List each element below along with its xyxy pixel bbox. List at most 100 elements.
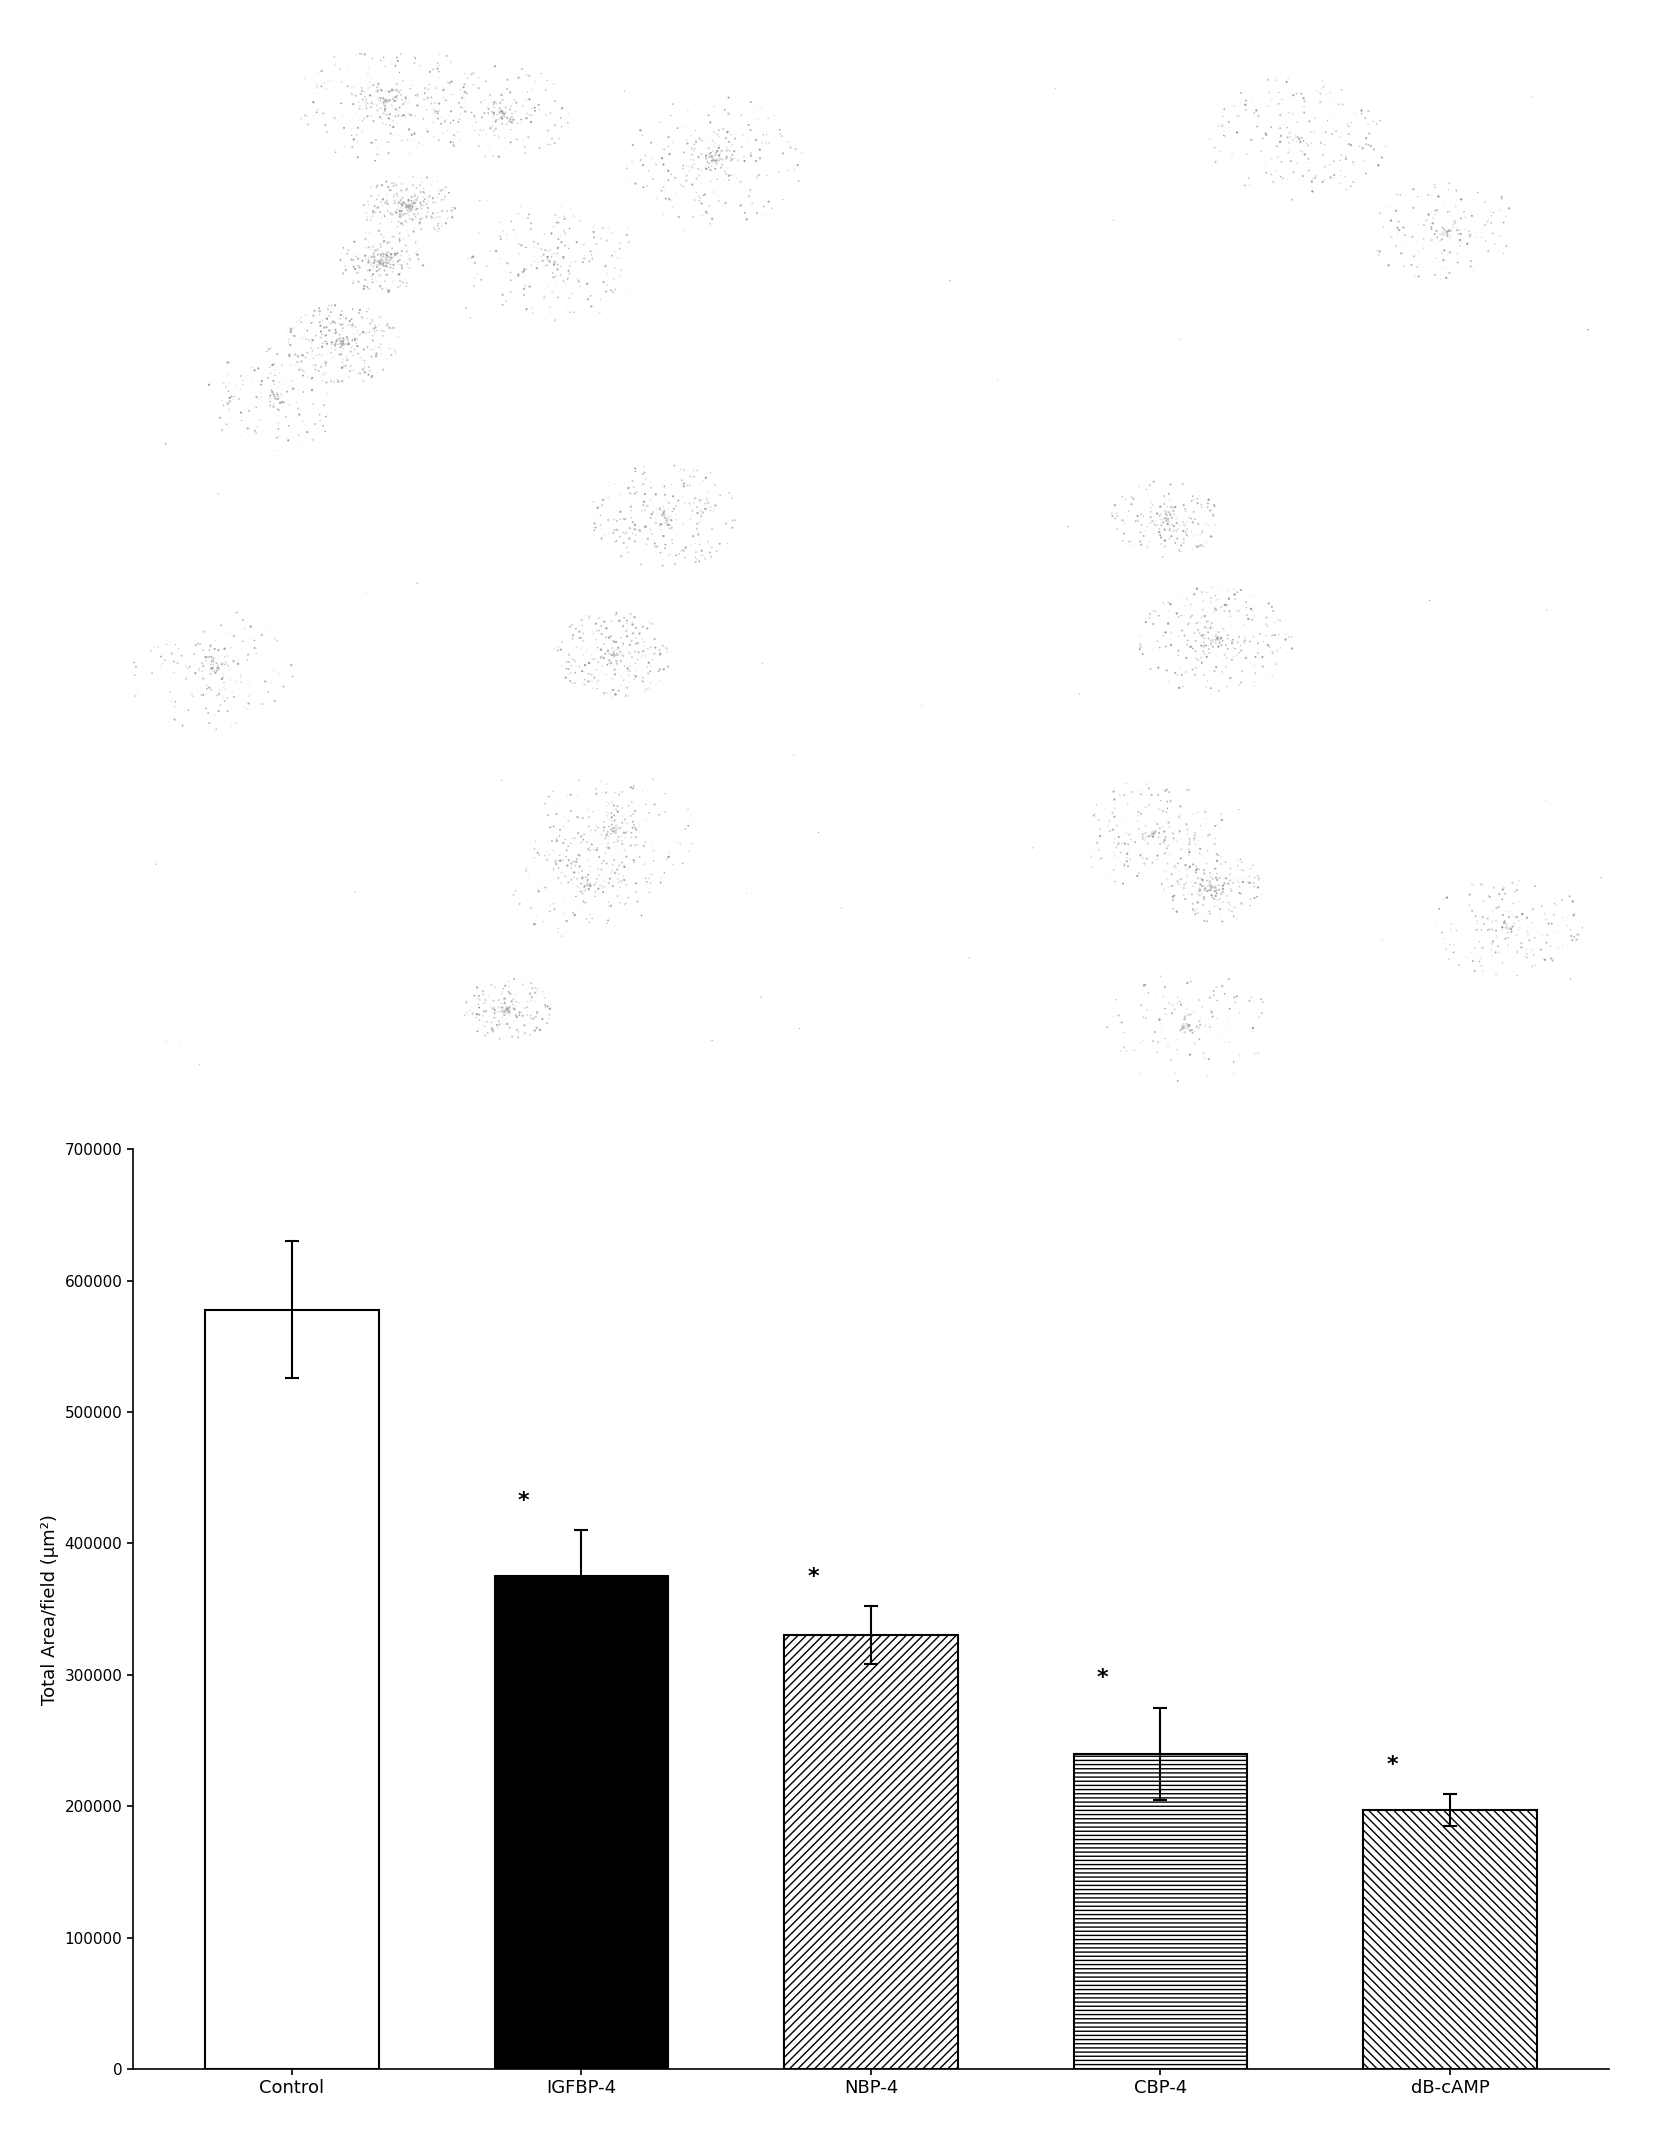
Point <box>481 90 508 124</box>
Point <box>546 851 572 885</box>
Point <box>324 363 350 397</box>
Point <box>1156 1026 1183 1060</box>
Point <box>1201 619 1228 653</box>
Point <box>1442 205 1468 239</box>
Point <box>1165 512 1191 546</box>
Point <box>370 318 397 352</box>
Point <box>430 194 456 228</box>
Point <box>632 627 659 661</box>
Point <box>1460 928 1486 962</box>
Point <box>395 188 421 222</box>
Point <box>382 134 408 169</box>
Point <box>702 143 728 177</box>
Point <box>333 320 360 354</box>
Point <box>355 241 382 275</box>
Point <box>337 307 363 341</box>
Point <box>338 117 365 151</box>
Point <box>1201 621 1228 655</box>
Point <box>531 838 557 872</box>
Point <box>501 102 528 137</box>
Point <box>614 651 640 685</box>
Point <box>476 988 503 1022</box>
Point <box>209 646 236 680</box>
Point <box>534 243 561 277</box>
Point <box>785 164 811 198</box>
Point <box>206 648 232 683</box>
Point <box>1151 501 1178 535</box>
Point <box>1228 665 1254 700</box>
Point <box>688 139 715 173</box>
Point <box>1201 488 1228 523</box>
Point <box>579 211 606 245</box>
Point <box>1186 1022 1213 1056</box>
Point <box>285 339 312 373</box>
Point <box>601 634 627 668</box>
Point <box>365 247 392 282</box>
Point <box>1203 584 1229 619</box>
Point <box>561 845 587 879</box>
Point <box>484 994 511 1028</box>
Bar <box>139 68 194 115</box>
Point <box>684 542 710 576</box>
Point <box>516 119 542 154</box>
Point <box>372 90 398 124</box>
Point <box>1156 774 1183 808</box>
Point <box>1244 625 1271 659</box>
Point <box>1163 1003 1190 1037</box>
Point <box>629 849 655 883</box>
Point <box>622 819 649 853</box>
Point <box>196 670 222 704</box>
Point <box>385 94 411 128</box>
Point <box>1267 100 1294 134</box>
Point <box>614 815 640 849</box>
Point <box>197 653 224 687</box>
Point <box>1385 213 1412 247</box>
Point <box>425 47 451 81</box>
Point <box>1238 578 1264 612</box>
Point <box>257 356 284 390</box>
Point <box>237 373 264 407</box>
Point <box>738 139 765 173</box>
Point <box>1413 203 1440 237</box>
Point <box>387 73 413 107</box>
Point <box>358 90 385 124</box>
Point <box>1317 147 1344 181</box>
Point <box>400 186 426 220</box>
Point <box>382 335 408 369</box>
Point <box>1186 616 1213 651</box>
Point <box>1307 126 1334 160</box>
Point <box>614 606 640 640</box>
Point <box>1224 866 1251 900</box>
Point <box>312 346 338 380</box>
Point <box>611 501 637 535</box>
Point <box>650 147 677 181</box>
Point <box>743 160 770 194</box>
Point <box>488 990 514 1024</box>
Point <box>647 510 674 544</box>
Point <box>611 527 637 561</box>
Point <box>337 335 363 369</box>
Point <box>1173 849 1199 883</box>
Point <box>345 328 372 363</box>
Point <box>375 243 401 277</box>
Point <box>556 657 582 691</box>
Point <box>1337 169 1364 203</box>
Point <box>1203 593 1229 627</box>
Point <box>332 250 358 284</box>
Point <box>650 518 677 552</box>
Point <box>544 279 571 314</box>
Point <box>594 789 620 823</box>
Point <box>602 811 629 845</box>
Point <box>579 237 606 271</box>
Point <box>1433 215 1460 250</box>
Point <box>1219 642 1246 676</box>
Point <box>1335 128 1362 162</box>
Point <box>501 971 528 1005</box>
Point <box>420 92 446 126</box>
Point <box>1239 849 1266 883</box>
Point <box>1279 631 1306 665</box>
Point <box>620 659 647 693</box>
Point <box>703 143 730 177</box>
Point <box>634 488 660 523</box>
Point <box>377 109 403 143</box>
